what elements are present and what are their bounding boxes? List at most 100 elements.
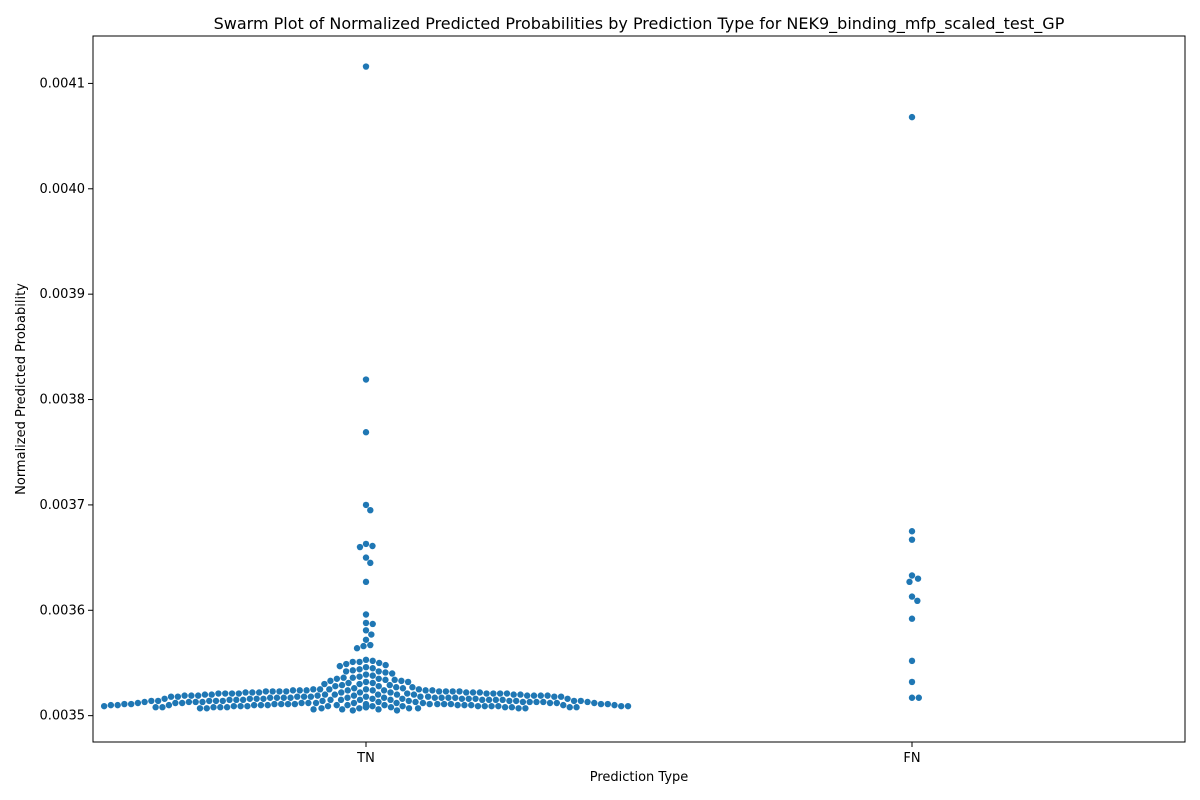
data-point-tn (321, 680, 328, 688)
data-point-tn (362, 693, 370, 700)
data-point-tn (223, 704, 231, 711)
y-tick-label: 0.0040 (40, 182, 86, 197)
data-point-fn (915, 694, 922, 701)
data-point-tn (199, 698, 206, 706)
data-point-tn (369, 679, 376, 687)
data-point-fn (908, 615, 916, 622)
data-point-tn (276, 688, 283, 695)
data-point-tn (409, 684, 416, 691)
data-point-tn (271, 700, 278, 708)
data-point-tn (356, 689, 364, 696)
y-tick-label: 0.0041 (40, 76, 86, 91)
data-point-tn (564, 695, 571, 702)
data-point-tn (217, 704, 224, 711)
y-tick-label: 0.0039 (40, 287, 86, 302)
data-point-tn (544, 692, 551, 699)
data-point-tn (230, 702, 238, 710)
data-point-tn (340, 674, 347, 681)
data-point-tn (257, 701, 265, 709)
data-point-tn (161, 695, 168, 702)
data-point-tn (404, 690, 411, 697)
data-point-tn (350, 692, 358, 699)
data-point-tn (434, 700, 441, 708)
data-point-tn (546, 699, 554, 707)
data-point-tn (368, 631, 375, 638)
data-point-tn (356, 543, 364, 551)
data-point-tn (382, 669, 389, 676)
data-point-tn (312, 699, 320, 707)
data-point-tn (476, 689, 484, 696)
data-point-tn (573, 704, 580, 711)
data-point-tn (512, 697, 520, 705)
data-point-tn (369, 702, 376, 710)
data-point-tn (533, 698, 540, 706)
data-point-tn (369, 665, 376, 672)
data-point-tn (496, 690, 504, 697)
data-point-tn (345, 679, 352, 687)
data-point-tn (429, 687, 436, 694)
data-point-tn (244, 702, 251, 710)
data-point-tn (483, 690, 490, 697)
data-point-tn (362, 611, 370, 618)
data-point-tn (167, 693, 175, 700)
data-point-tn (522, 705, 529, 712)
data-point-tn (206, 697, 213, 705)
data-point-tn (415, 686, 423, 693)
data-point-tn (591, 699, 598, 707)
data-point-tn (362, 663, 370, 671)
y-tick-label: 0.0037 (40, 498, 86, 513)
x-tick-label: TN (356, 751, 375, 766)
data-point-tn (388, 670, 396, 677)
data-point-tn (362, 540, 370, 548)
data-point-tn (298, 699, 305, 707)
data-point-tn (499, 696, 506, 704)
data-point-tn (551, 693, 558, 700)
data-point-tn (526, 698, 533, 706)
data-point-tn (159, 704, 166, 711)
data-point-tn (405, 697, 413, 705)
data-point-tn (393, 707, 401, 714)
data-point-tn (362, 578, 370, 586)
data-point-tn (412, 698, 419, 706)
data-point-tn (369, 620, 376, 628)
data-point-tn (141, 698, 148, 706)
data-point-tn (375, 668, 382, 675)
data-point-tn (289, 687, 297, 694)
data-point-fn (914, 575, 922, 582)
data-point-tn (349, 667, 357, 674)
data-point-tn (419, 699, 427, 707)
data-point-tn (474, 702, 482, 710)
data-point-tn (438, 694, 445, 701)
data-point-tn (152, 704, 159, 711)
data-point-fn (914, 597, 921, 604)
data-point-tn (362, 656, 370, 664)
data-point-tn (239, 696, 247, 704)
data-point-tn (399, 695, 406, 702)
data-point-tn (624, 702, 632, 710)
data-point-tn (201, 691, 209, 698)
data-point-tn (310, 706, 317, 713)
data-point-tn (266, 694, 274, 701)
data-point-tn (100, 702, 108, 710)
plot-area (92, 35, 1186, 743)
data-point-tn (501, 704, 509, 711)
data-point-tn (280, 694, 287, 701)
data-point-fn (908, 113, 916, 121)
data-point-tn (296, 687, 303, 694)
data-point-tn (369, 687, 376, 694)
data-point-tn (278, 700, 285, 708)
data-point-fn (908, 572, 916, 579)
data-point-tn (324, 702, 332, 710)
data-point-tn (537, 692, 544, 699)
data-point-tn (194, 692, 202, 699)
data-point-tn (114, 701, 121, 709)
data-point-tn (203, 705, 210, 712)
data-point-tn (367, 641, 374, 649)
data-point-tn (344, 687, 351, 694)
data-point-tn (307, 693, 315, 700)
x-tick-label: FN (903, 751, 920, 766)
data-point-tn (338, 681, 346, 689)
data-point-tn (611, 701, 618, 709)
data-point-tn (426, 700, 433, 708)
data-point-tn (294, 693, 301, 700)
